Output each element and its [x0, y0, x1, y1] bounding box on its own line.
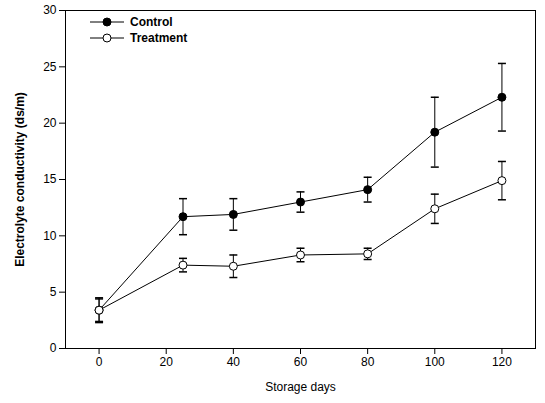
svg-text:5: 5: [50, 285, 57, 299]
svg-text:Electrolyte conductivity (ds/m: Electrolyte conductivity (ds/m): [13, 92, 27, 267]
svg-text:0: 0: [96, 355, 103, 369]
svg-text:15: 15: [43, 172, 57, 186]
svg-text:10: 10: [43, 229, 57, 243]
svg-text:20: 20: [160, 355, 174, 369]
svg-text:100: 100: [425, 355, 445, 369]
svg-text:80: 80: [361, 355, 375, 369]
svg-text:Storage days: Storage days: [265, 380, 336, 394]
svg-text:30: 30: [43, 3, 57, 17]
svg-text:0: 0: [50, 341, 57, 355]
svg-text:120: 120: [492, 355, 512, 369]
svg-text:60: 60: [294, 355, 308, 369]
svg-text:25: 25: [43, 60, 57, 74]
svg-text:20: 20: [43, 116, 57, 130]
html-text:Treatment: Treatment: [130, 31, 188, 45]
svg-text:40: 40: [227, 355, 241, 369]
html-text:Control: Control: [130, 15, 173, 29]
